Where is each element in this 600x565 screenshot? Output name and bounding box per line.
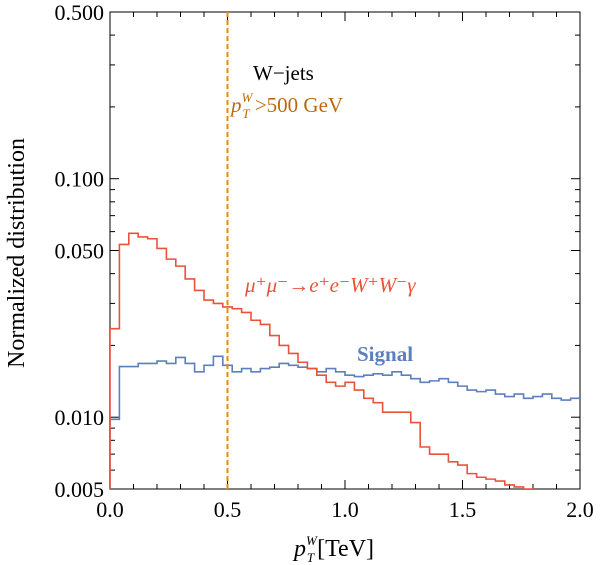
plot-frame bbox=[109, 11, 581, 490]
cut-label: pW T >500 GeV bbox=[229, 90, 343, 121]
y-tick-label: 0.010 bbox=[55, 405, 105, 430]
x-axis-title-sup: W bbox=[306, 533, 318, 548]
y-tick-label: 0.005 bbox=[55, 477, 105, 502]
y-tick-label: 0.500 bbox=[55, 0, 105, 25]
x-axis-title-sub: T bbox=[307, 550, 315, 565]
x-tick-label: 1.5 bbox=[449, 497, 477, 522]
x-tick-label: 0.5 bbox=[214, 497, 242, 522]
x-tick-label: 2.0 bbox=[566, 497, 594, 522]
x-axis-title-p: p bbox=[292, 536, 306, 562]
series-line-background bbox=[110, 232, 534, 489]
signal-label: Signal bbox=[357, 342, 413, 366]
y-tick-label: 0.100 bbox=[55, 167, 105, 192]
process-label: W−jets bbox=[253, 61, 314, 85]
x-tick-label: 1.0 bbox=[331, 497, 359, 522]
plot-area: 0.0 0.5 1.0 1.5 2.0 0.005 0.010 0.050 0.100 0.500 bbox=[55, 0, 594, 522]
cut-label-p: p bbox=[229, 93, 242, 117]
x-tick-label: 0.0 bbox=[96, 497, 124, 522]
x-axis-title: pW T [TeV] bbox=[292, 533, 374, 565]
cut-label-rest: >500 GeV bbox=[250, 93, 344, 117]
series-line-signal bbox=[110, 355, 580, 489]
background-process-label: μ⁺μ⁻→e⁺e⁻W⁺W⁻γ bbox=[244, 273, 416, 297]
cut-label-sub: T bbox=[242, 106, 250, 121]
y-tick-label: 0.050 bbox=[55, 239, 105, 264]
x-axis-title-unit: [TeV] bbox=[317, 536, 374, 562]
y-axis-title: Normalized distribution bbox=[4, 138, 30, 368]
cut-label-sup: W bbox=[242, 90, 254, 105]
